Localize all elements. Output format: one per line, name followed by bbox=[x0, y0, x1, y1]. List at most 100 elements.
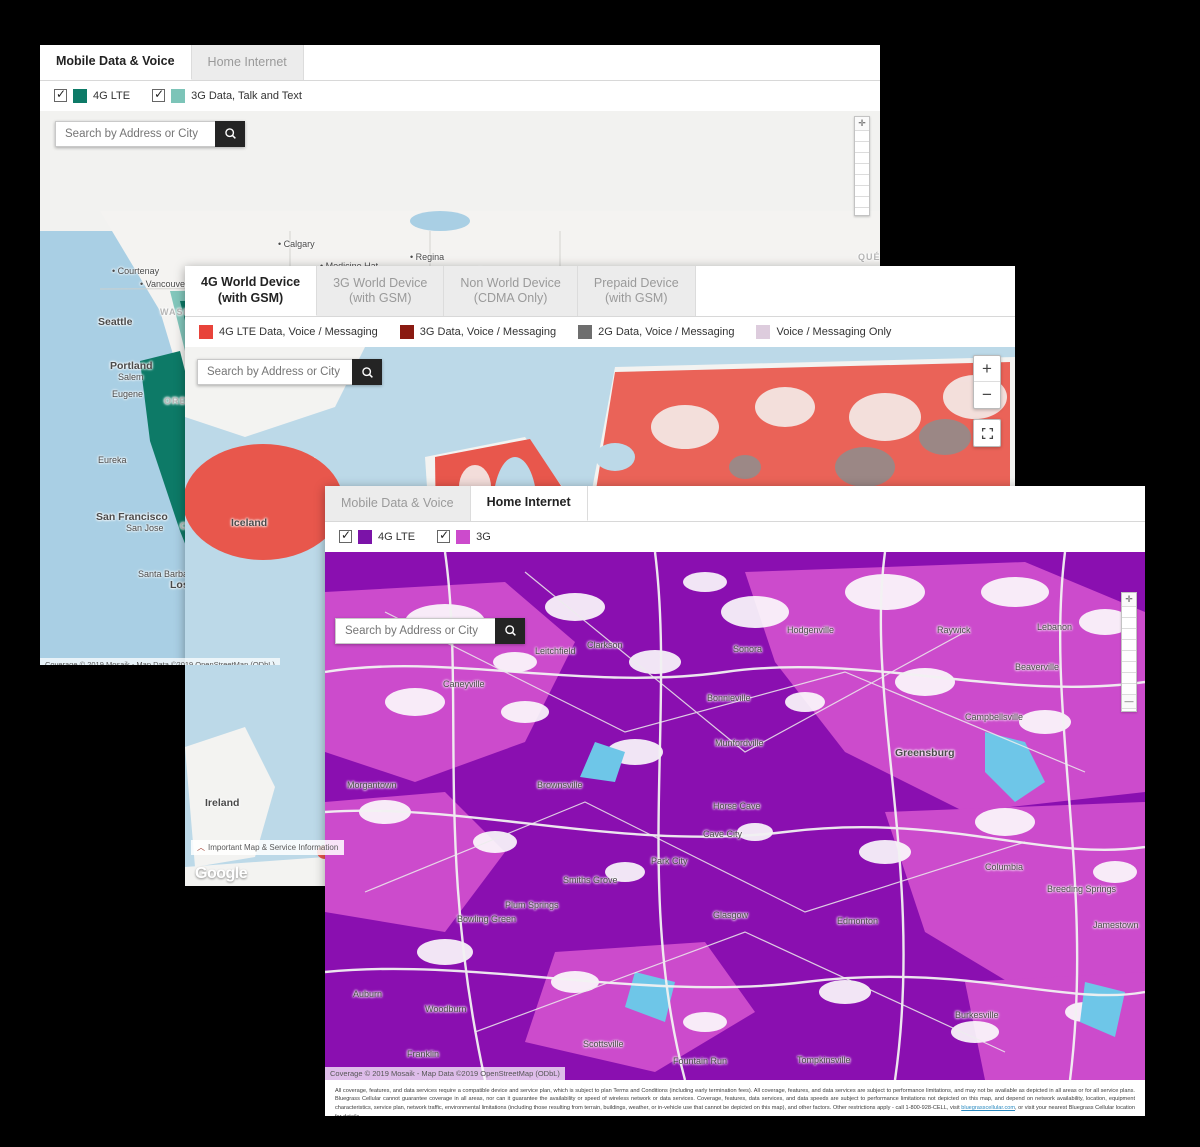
tab-sublabel: (with GSM) bbox=[605, 291, 668, 306]
swatch-4g-lte bbox=[358, 529, 372, 544]
map-attribution-ky: Coverage © 2019 Mosaik - Map Data ©2019 … bbox=[325, 1066, 565, 1080]
zoom-slider-tick[interactable] bbox=[1122, 651, 1136, 662]
legend-item-3g-data: 3G Data, Voice / Messaging bbox=[399, 325, 557, 340]
zoom-slider-tick[interactable] bbox=[855, 175, 869, 186]
swatch-3g bbox=[171, 88, 186, 103]
search-button[interactable] bbox=[215, 120, 245, 147]
search-icon bbox=[224, 128, 236, 140]
tab-label: 3G World Device bbox=[333, 275, 428, 290]
zoom-slider-tick[interactable] bbox=[1122, 673, 1136, 684]
zoom-slider-tick[interactable] bbox=[1122, 640, 1136, 651]
zoom-slider-ky[interactable]: ✛ — bbox=[1121, 591, 1137, 712]
legend-label: 4G LTE Data, Voice / Messaging bbox=[219, 326, 378, 339]
tab-home-internet[interactable]: Home Internet bbox=[191, 45, 304, 80]
search-icon bbox=[361, 367, 373, 378]
checkbox-4g-lte[interactable] bbox=[339, 528, 352, 544]
swatch-4g-lte-data bbox=[199, 325, 213, 340]
fullscreen-icon bbox=[981, 427, 993, 439]
legend-home-internet: 4G LTE 3G bbox=[325, 521, 1145, 552]
zoom-slider-tick[interactable] bbox=[1122, 662, 1136, 673]
legend-item-2g-data: 2G Data, Voice / Messaging bbox=[578, 325, 735, 340]
google-logo: Google bbox=[195, 865, 248, 883]
search-box-ky[interactable] bbox=[335, 617, 525, 644]
swatch-3g bbox=[456, 529, 471, 544]
legend-mobile: 4G LTE 3G Data, Talk and Text bbox=[40, 80, 880, 111]
legend-item-4g-lte[interactable]: 4G LTE bbox=[339, 528, 416, 544]
checkbox-4g-lte[interactable] bbox=[54, 87, 67, 103]
disclaimer-text: All coverage, features, and data service… bbox=[335, 1087, 1135, 1111]
zoom-controls-europe[interactable]: + − bbox=[973, 355, 1001, 410]
disclaimer-ky: All coverage, features, and data service… bbox=[325, 1079, 1145, 1116]
coverage-map-kentucky[interactable]: Hodgenville Raywick Lebanon Leitchfield Clar… bbox=[325, 551, 1145, 1080]
checkbox-3g[interactable] bbox=[152, 87, 166, 103]
tab-sublabel: (with GSM) bbox=[217, 290, 284, 305]
important-map-info[interactable]: ︿ Important Map & Service Information bbox=[191, 840, 345, 856]
zoom-slider-tick[interactable] bbox=[855, 142, 869, 153]
zoom-slider-knob[interactable]: ✛ bbox=[855, 116, 869, 131]
zoom-slider-tick[interactable] bbox=[1122, 618, 1136, 629]
swatch-4g-lte bbox=[73, 88, 87, 103]
legend-label: 4G LTE bbox=[378, 530, 416, 543]
zoom-slider-tick[interactable] bbox=[855, 164, 869, 175]
search-button[interactable] bbox=[352, 359, 382, 386]
tab-sublabel: (CDMA Only) bbox=[473, 291, 548, 306]
checkbox-3g[interactable] bbox=[437, 528, 451, 544]
zoom-slider-knob[interactable]: ✛ bbox=[1122, 592, 1136, 607]
legend-label: 3G Data, Talk and Text bbox=[191, 89, 302, 102]
tab-mobile-data-voice[interactable]: Mobile Data & Voice bbox=[40, 45, 192, 80]
zoom-in-button[interactable]: + bbox=[974, 356, 1000, 383]
zoom-slider-tick[interactable] bbox=[1122, 607, 1136, 618]
disclaimer-link[interactable]: bluegrasscellular.com bbox=[961, 1104, 1016, 1111]
tab-non-world-device[interactable]: Non World Device (CDMA Only) bbox=[444, 266, 578, 317]
search-box-europe[interactable] bbox=[197, 359, 382, 386]
tab-label: 4G World Device bbox=[201, 275, 301, 289]
search-input[interactable] bbox=[197, 359, 352, 386]
zoom-slider-us[interactable]: ✛ bbox=[854, 115, 870, 216]
legend-label: 4G LTE bbox=[93, 89, 131, 102]
panel-home-internet: Mobile Data & Voice Home Internet 4G LTE… bbox=[325, 486, 1145, 1116]
search-input[interactable] bbox=[335, 617, 495, 644]
swatch-3g-data bbox=[399, 325, 414, 340]
legend-item-3g[interactable]: 3G bbox=[437, 528, 491, 544]
legend-label: 3G Data, Voice / Messaging bbox=[419, 326, 557, 339]
legend-item-4g-lte[interactable]: 4G LTE bbox=[54, 87, 131, 103]
tabbar-home-internet: Mobile Data & Voice Home Internet bbox=[325, 486, 1145, 522]
tabbar-mobile: Mobile Data & Voice Home Internet bbox=[40, 45, 880, 81]
legend-label: 3G bbox=[476, 530, 491, 543]
tab-label: Prepaid Device bbox=[593, 275, 679, 290]
tab-4g-world-device[interactable]: 4G World Device (with GSM) bbox=[185, 266, 318, 317]
important-map-info-label: Important Map & Service Information bbox=[208, 843, 339, 853]
legend-item-3g[interactable]: 3G Data, Talk and Text bbox=[152, 87, 302, 103]
tab-prepaid-device[interactable]: Prepaid Device (with GSM) bbox=[577, 266, 696, 317]
zoom-slider-tick[interactable] bbox=[855, 131, 869, 142]
legend-item-voice-only: Voice / Messaging Only bbox=[756, 325, 892, 340]
legend-label: Voice / Messaging Only bbox=[776, 326, 892, 339]
search-box-us[interactable] bbox=[55, 120, 245, 147]
tab-sublabel: (with GSM) bbox=[348, 291, 412, 306]
tab-3g-world-device[interactable]: 3G World Device (with GSM) bbox=[317, 266, 445, 317]
map-attribution-us: Coverage © 2019 Mosaik - Map Data ©2019 … bbox=[40, 657, 280, 665]
zoom-slider-tick[interactable] bbox=[1122, 684, 1136, 695]
zoom-slider-end[interactable]: — bbox=[1122, 694, 1136, 709]
tab-label: Home Internet bbox=[207, 54, 287, 69]
fullscreen-button[interactable] bbox=[974, 420, 1000, 446]
legend-item-4g-lte-data: 4G LTE Data, Voice / Messaging bbox=[199, 325, 378, 340]
zoom-slider-tick[interactable] bbox=[855, 153, 869, 164]
search-input[interactable] bbox=[55, 120, 215, 147]
search-button[interactable] bbox=[495, 617, 525, 644]
zoom-out-button[interactable]: − bbox=[982, 385, 992, 405]
tab-mobile-data-voice[interactable]: Mobile Data & Voice bbox=[325, 486, 471, 521]
tab-home-internet[interactable]: Home Internet bbox=[470, 486, 588, 521]
swatch-2g-data bbox=[578, 325, 593, 340]
tabbar-world-device: 4G World Device (with GSM) 3G World Devi… bbox=[185, 266, 1015, 318]
zoom-slider-tick[interactable] bbox=[1122, 629, 1136, 640]
tab-label: Home Internet bbox=[486, 495, 571, 509]
chevron-up-icon: ︿ bbox=[197, 843, 205, 853]
zoom-slider-tick[interactable] bbox=[855, 186, 869, 197]
legend-label: 2G Data, Voice / Messaging bbox=[598, 326, 735, 339]
legend-world-device: 4G LTE Data, Voice / Messaging 3G Data, … bbox=[185, 317, 1015, 348]
tab-label: Mobile Data & Voice bbox=[56, 54, 175, 68]
zoom-slider-tick[interactable] bbox=[855, 197, 869, 208]
tab-label: Mobile Data & Voice bbox=[341, 495, 454, 510]
fullscreen-control-europe[interactable] bbox=[973, 419, 1001, 448]
